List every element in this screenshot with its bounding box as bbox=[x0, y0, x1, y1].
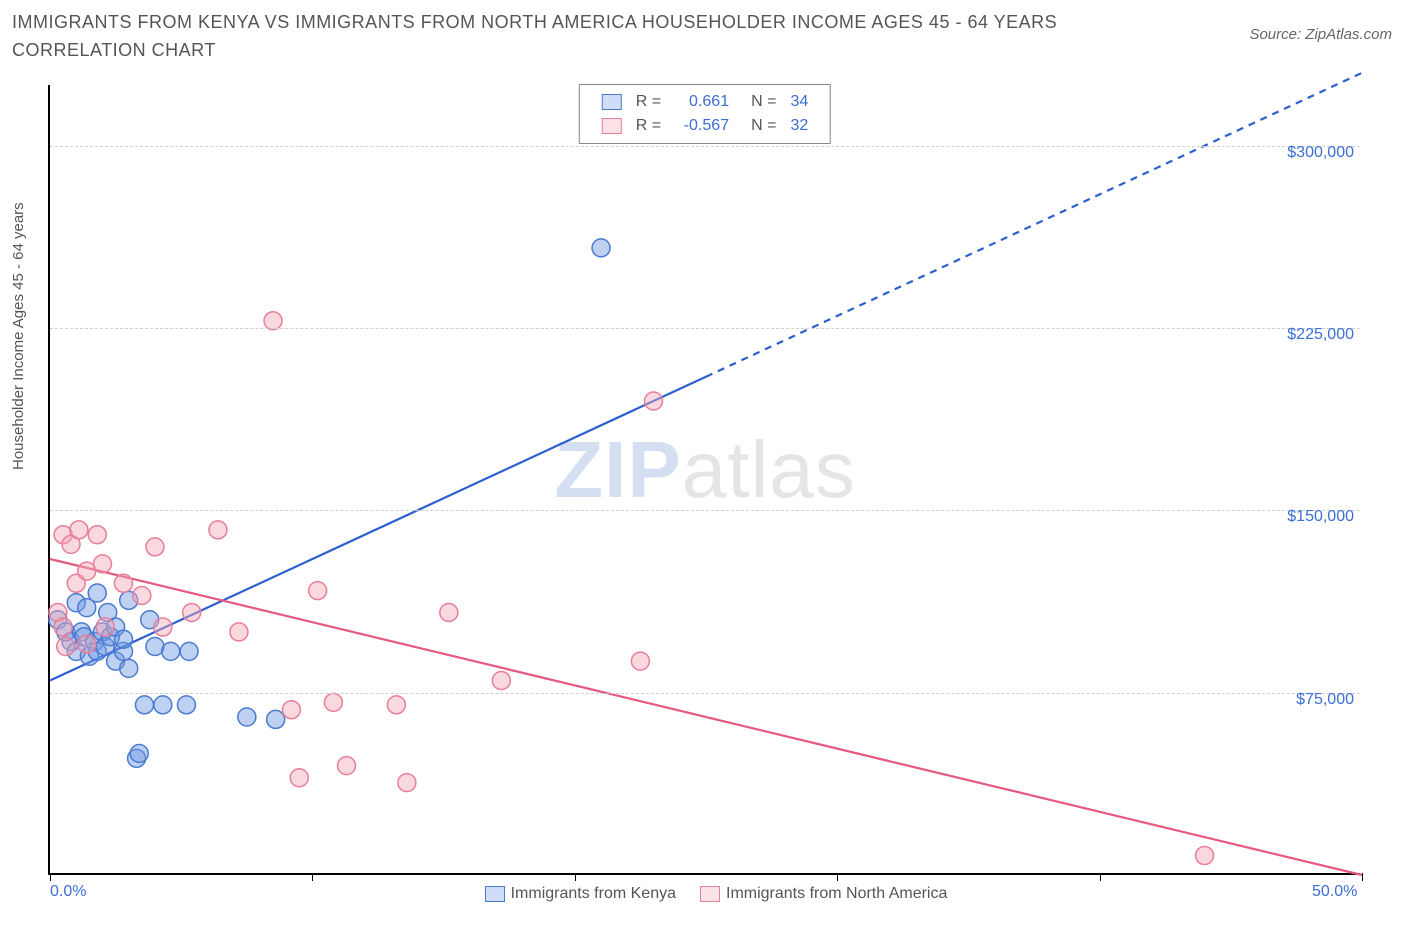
legend-n-value: 34 bbox=[784, 91, 814, 113]
legend-series: Immigrants from Kenya Immigrants from Nor… bbox=[48, 885, 1360, 903]
y-tick-label: $75,000 bbox=[1296, 691, 1354, 709]
y-tick-label: $150,000 bbox=[1287, 508, 1354, 526]
legend-n-label: N = bbox=[737, 91, 782, 113]
scatter-svg bbox=[50, 85, 1362, 875]
x-tick bbox=[312, 873, 313, 881]
y-axis-label: Householder Income Ages 45 - 64 years bbox=[10, 202, 27, 470]
legend-swatch bbox=[485, 886, 505, 902]
y-tick-label: $225,000 bbox=[1287, 326, 1354, 344]
legend-r-label: R = bbox=[630, 91, 667, 113]
x-tick bbox=[837, 873, 838, 881]
x-tick bbox=[575, 873, 576, 881]
legend-swatch bbox=[602, 94, 622, 110]
legend-swatch bbox=[700, 886, 720, 902]
legend-correlation-box: R =0.661N =34 R =-0.567N =32 bbox=[579, 84, 831, 144]
x-tick bbox=[50, 873, 51, 881]
legend-swatch bbox=[602, 118, 622, 134]
gridline bbox=[50, 146, 1360, 147]
legend-r-label: R = bbox=[630, 115, 667, 137]
chart-title: IMMIGRANTS FROM KENYA VS IMMIGRANTS FROM… bbox=[12, 8, 1132, 64]
gridline bbox=[50, 328, 1360, 329]
x-tick bbox=[1362, 873, 1363, 881]
legend-series-label: Immigrants from North America bbox=[726, 885, 947, 902]
gridline bbox=[50, 693, 1360, 694]
gridline bbox=[50, 510, 1360, 511]
legend-r-value: 0.661 bbox=[669, 91, 735, 113]
source-label: Source: ZipAtlas.com bbox=[1249, 8, 1392, 43]
legend-n-label: N = bbox=[737, 115, 782, 137]
legend-series-label: Immigrants from Kenya bbox=[511, 885, 676, 902]
legend-n-value: 32 bbox=[784, 115, 814, 137]
plot-area: ZIPatlas R =0.661N =34R =-0.567N =32 $75… bbox=[48, 85, 1360, 875]
legend-r-value: -0.567 bbox=[669, 115, 735, 137]
y-tick-label: $300,000 bbox=[1287, 144, 1354, 162]
x-tick bbox=[1100, 873, 1101, 881]
